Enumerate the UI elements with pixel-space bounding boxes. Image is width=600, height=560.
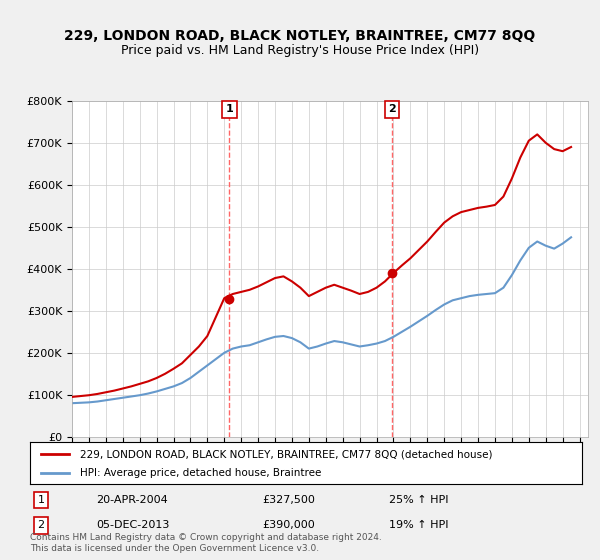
Text: Contains HM Land Registry data © Crown copyright and database right 2024.
This d: Contains HM Land Registry data © Crown c… bbox=[30, 533, 382, 553]
Text: 1: 1 bbox=[38, 495, 44, 505]
Text: Price paid vs. HM Land Registry's House Price Index (HPI): Price paid vs. HM Land Registry's House … bbox=[121, 44, 479, 57]
Text: 2: 2 bbox=[388, 104, 396, 114]
Text: 1: 1 bbox=[226, 104, 233, 114]
Text: 2: 2 bbox=[37, 520, 44, 530]
Text: 05-DEC-2013: 05-DEC-2013 bbox=[96, 520, 170, 530]
Text: 20-APR-2004: 20-APR-2004 bbox=[96, 495, 168, 505]
Text: 229, LONDON ROAD, BLACK NOTLEY, BRAINTREE, CM77 8QQ: 229, LONDON ROAD, BLACK NOTLEY, BRAINTRE… bbox=[64, 29, 536, 44]
Text: 19% ↑ HPI: 19% ↑ HPI bbox=[389, 520, 448, 530]
Text: HPI: Average price, detached house, Braintree: HPI: Average price, detached house, Brai… bbox=[80, 468, 321, 478]
Text: £327,500: £327,500 bbox=[262, 495, 315, 505]
Text: 229, LONDON ROAD, BLACK NOTLEY, BRAINTREE, CM77 8QQ (detached house): 229, LONDON ROAD, BLACK NOTLEY, BRAINTRE… bbox=[80, 449, 492, 459]
Text: 25% ↑ HPI: 25% ↑ HPI bbox=[389, 495, 448, 505]
Text: £390,000: £390,000 bbox=[262, 520, 314, 530]
